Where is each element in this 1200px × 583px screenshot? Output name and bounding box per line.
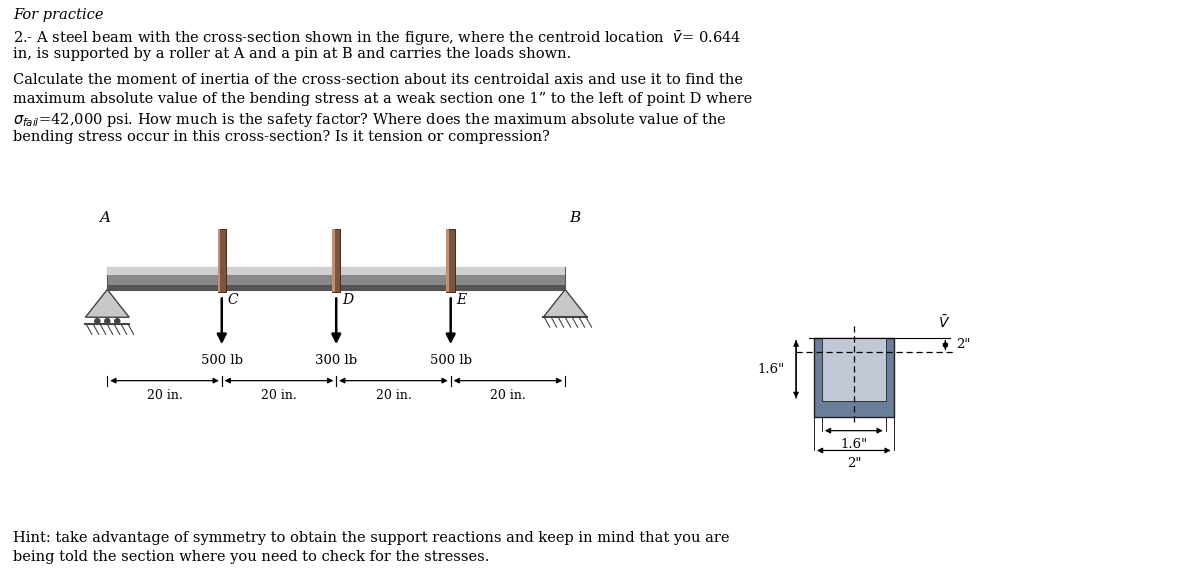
Text: bending stress occur in this cross-section? Is it tension or compression?: bending stress occur in this cross-secti… [13, 129, 550, 143]
Text: 500 lb: 500 lb [430, 354, 472, 367]
Text: 20 in.: 20 in. [146, 388, 182, 402]
Text: A: A [100, 211, 110, 225]
Text: 1.6": 1.6" [757, 363, 784, 376]
Bar [446, 229, 450, 292]
Bar [332, 229, 341, 292]
Polygon shape [544, 290, 587, 317]
Text: B: B [569, 211, 581, 225]
Bar [107, 267, 565, 275]
Text: 1.6": 1.6" [840, 438, 868, 451]
Circle shape [94, 318, 101, 325]
Text: Calculate the moment of inertia of the cross-section about its centroidal axis a: Calculate the moment of inertia of the c… [13, 73, 743, 87]
Bar [446, 229, 455, 292]
Text: 20 in.: 20 in. [376, 388, 412, 402]
Text: being told the section where you need to check for the stresses.: being told the section where you need to… [13, 550, 490, 564]
Bar [107, 267, 565, 290]
Text: 2.- A steel beam with the cross-section shown in the figure, where the centroid : 2.- A steel beam with the cross-section … [13, 29, 740, 48]
Text: in, is supported by a roller at A and a pin at B and carries the loads shown.: in, is supported by a roller at A and a … [13, 47, 571, 61]
Text: $\bar{V}$: $\bar{V}$ [938, 314, 950, 331]
Text: D: D [342, 293, 353, 307]
Text: 500 lb: 500 lb [200, 354, 242, 367]
Bar [217, 229, 226, 292]
Text: C: C [228, 293, 239, 307]
Text: 300 lb: 300 lb [316, 354, 358, 367]
Bar [814, 338, 894, 417]
Text: $\sigma_{fail}$=42,000 psi. How much is the safety factor? Where does the maximu: $\sigma_{fail}$=42,000 psi. How much is … [13, 111, 727, 129]
Polygon shape [85, 290, 130, 317]
Bar [332, 229, 335, 292]
Text: 2": 2" [847, 458, 862, 470]
Bar [107, 285, 565, 290]
Circle shape [104, 318, 110, 325]
Text: maximum absolute value of the bending stress at a weak section one 1” to the lef: maximum absolute value of the bending st… [13, 92, 752, 106]
Text: For practice: For practice [13, 8, 103, 22]
Bar [217, 229, 221, 292]
Text: Hint: take advantage of symmetry to obtain the support reactions and keep in min: Hint: take advantage of symmetry to obta… [13, 531, 730, 545]
Bar [822, 338, 886, 401]
Circle shape [114, 318, 120, 325]
Text: 20 in.: 20 in. [262, 388, 296, 402]
Text: E: E [457, 293, 467, 307]
Text: 20 in.: 20 in. [490, 388, 526, 402]
Text: 2": 2" [956, 339, 971, 352]
